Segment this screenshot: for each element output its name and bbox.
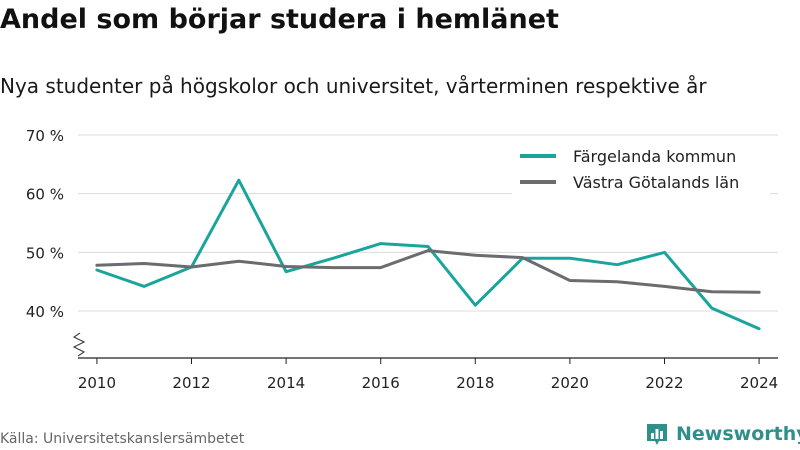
x-tick-label: 2014 bbox=[267, 374, 305, 392]
legend-label: Färgelanda kommun bbox=[573, 147, 736, 166]
legend: Färgelanda kommun Västra Götalands län bbox=[512, 138, 770, 198]
legend-label: Västra Götalands län bbox=[573, 173, 739, 192]
source-note: Källa: Universitetskanslersämbetet bbox=[0, 431, 245, 447]
x-axis: 2010 2012 2014 2016 2018 2020 2022 2024 bbox=[72, 332, 778, 392]
x-tick-label: 2022 bbox=[645, 374, 683, 392]
y-tick-label: 60 % bbox=[26, 186, 64, 204]
series-lines bbox=[95, 178, 761, 331]
series-line bbox=[95, 249, 761, 294]
y-axis-ticks: 40 % 50 % 60 % 70 % bbox=[26, 127, 64, 321]
chart-title: Andel som börjar studera i hemlänet bbox=[0, 4, 559, 35]
legend-background bbox=[512, 138, 770, 198]
y-tick-label: 70 % bbox=[26, 127, 64, 145]
y-tick-label: 50 % bbox=[26, 244, 64, 262]
line-chart: 40 % 50 % 60 % 70 % 2010 2012 2014 2016 2018 202… bbox=[26, 127, 778, 392]
chart-subtitle: Nya studenter på högskolor och universit… bbox=[0, 74, 707, 98]
newsworthy-logo-icon bbox=[647, 424, 667, 445]
x-tick-label: 2020 bbox=[551, 374, 589, 392]
x-tick-label: 2018 bbox=[456, 374, 494, 392]
x-tick-label: 2012 bbox=[172, 374, 210, 392]
axis-break-icon bbox=[72, 332, 86, 357]
y-tick-label: 40 % bbox=[26, 303, 64, 321]
series-line bbox=[95, 178, 761, 331]
brand-name: Newsworthy bbox=[676, 423, 800, 445]
x-tick-label: 2024 bbox=[740, 374, 778, 392]
brand-logo: Newsworthy bbox=[644, 421, 800, 447]
x-tick-label: 2016 bbox=[362, 374, 400, 392]
x-tick-label: 2010 bbox=[78, 374, 116, 392]
